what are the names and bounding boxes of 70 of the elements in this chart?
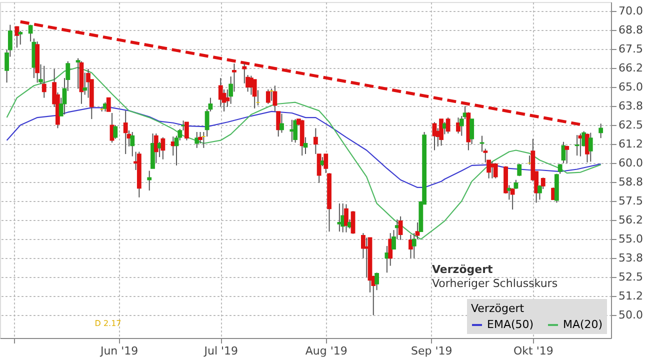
y-tick-label: 60.0 [618, 156, 643, 170]
candlestick [232, 63, 236, 92]
candlestick [398, 216, 403, 240]
y-tick-label: 61.2 [618, 138, 643, 151]
candlestick [446, 117, 450, 134]
annotation: Vorheriger Schlusskurs [432, 277, 558, 290]
candlestick [198, 131, 202, 144]
candlestick [42, 65, 46, 98]
candlestick [456, 117, 460, 134]
candlestick [574, 134, 580, 156]
candlestick [123, 110, 128, 155]
y-tick-label: 56.2 [618, 214, 643, 227]
y-tick-label: 65.0 [618, 80, 643, 94]
candlestick [480, 135, 484, 152]
candlestick [242, 63, 247, 84]
candlestick [130, 131, 135, 157]
candlestick [517, 163, 522, 177]
x-tick-label: Sep '19 [410, 344, 452, 358]
x-tick-label: Jul '19 [203, 344, 238, 358]
candlestick [266, 88, 270, 104]
y-tick-label: 68.8 [618, 24, 643, 37]
candlestick [350, 210, 356, 234]
y-tick-label: 55.0 [618, 232, 643, 246]
line-series [6, 66, 602, 240]
y-tick-label: 53.8 [618, 252, 643, 265]
candlestick [18, 30, 23, 46]
y-tick-label: 62.5 [618, 118, 643, 132]
y-tick-label: 67.5 [618, 42, 643, 56]
candlestick [252, 79, 257, 109]
candlestick [324, 154, 328, 174]
candlestick [218, 78, 223, 108]
y-tick-label: 52.5 [618, 270, 643, 284]
candlestick [564, 145, 570, 164]
legend-label: MA(20) [563, 318, 603, 331]
y-tick-label: 51.2 [618, 290, 643, 303]
candlestick [344, 204, 348, 233]
candlestick [154, 133, 158, 164]
y-tick-label: 57.5 [618, 194, 643, 208]
y-tick-label: 58.8 [618, 176, 643, 189]
candlestick [598, 123, 604, 139]
candlestick [337, 202, 342, 232]
candlestick [439, 118, 444, 146]
candlestick [293, 118, 298, 144]
x-tick-label: Aug '19 [305, 344, 348, 358]
candlestick [588, 132, 593, 162]
y-tick-label: 50.0 [618, 308, 643, 322]
candlestick [194, 131, 200, 148]
y-tick-label: 63.8 [618, 100, 643, 113]
candlestick [28, 24, 33, 42]
candlestick [493, 162, 498, 179]
y-tick-label: 70.0 [618, 4, 643, 18]
candlestick [184, 122, 189, 141]
candlestick [412, 232, 416, 259]
y-tick-label: 66.2 [618, 62, 643, 75]
candlestick [106, 97, 111, 112]
candlestick [113, 124, 118, 140]
x-tick-label: Jun '19 [99, 344, 138, 358]
candlestick [14, 26, 20, 48]
legend-label: EMA(50) [487, 318, 534, 331]
candlestick [303, 136, 308, 155]
annotation: Verzögert [432, 263, 493, 276]
candlestick [280, 113, 284, 134]
candlestick [558, 163, 562, 174]
candlestick [82, 72, 88, 96]
annotation: D 2.17 [94, 319, 122, 328]
candlestick [160, 136, 166, 160]
candlestick [470, 118, 474, 145]
legend-title: Verzögert [471, 302, 525, 315]
candlestick [147, 170, 152, 192]
x-tick-label: Okt '19 [514, 344, 554, 358]
